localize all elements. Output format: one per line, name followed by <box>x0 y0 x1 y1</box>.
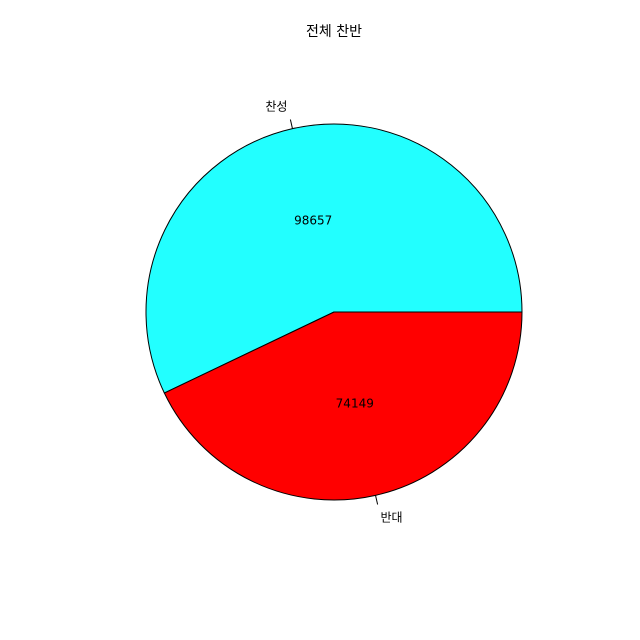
chart-title: 전체 찬반 <box>306 24 362 40</box>
pie-slice-2 <box>163 311 523 501</box>
pie-slice-label-2: 반대 <box>381 510 403 524</box>
pie-labels: 찬성 98657 반대 74149 <box>265 99 402 525</box>
pie-slices <box>145 123 523 501</box>
pie-slice-label-1: 찬성 <box>265 99 287 114</box>
pie-slice-tick-1 <box>289 119 293 129</box>
pie-slice-tick-2 <box>375 495 379 505</box>
pie-slice-1 <box>145 123 523 394</box>
pie-slice-value-1: 98657 <box>294 213 332 227</box>
pie-slice-value-2: 74149 <box>336 397 374 411</box>
